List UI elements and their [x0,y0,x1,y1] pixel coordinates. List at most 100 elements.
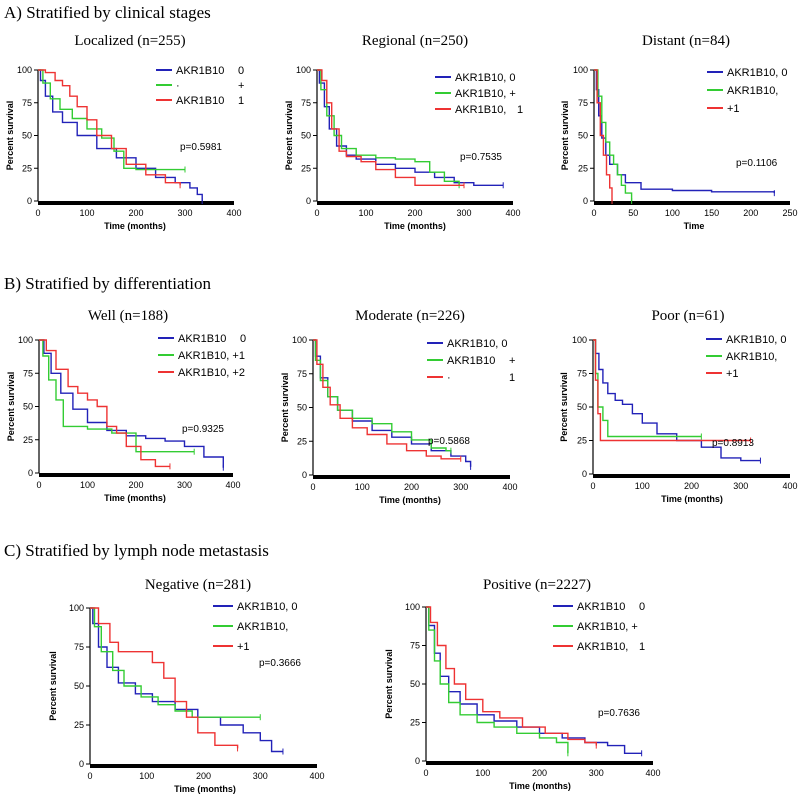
chart-title: Negative (n=281) [145,577,251,593]
p-value: p=0.7636 [598,708,640,719]
y-tick-label: 100 [405,602,420,612]
x-axis-label: Time (months) [174,784,236,794]
y-tick-label: 0 [583,196,588,206]
x-tick-label: 100 [80,480,95,490]
x-tick-label: 200 [128,208,143,218]
series-line-blue [593,339,761,462]
legend-label: AKR1B10, [726,351,777,363]
x-axis-label: Time (months) [379,495,441,505]
legend-label: · [447,372,451,384]
y-tick-label: 50 [22,131,32,141]
y-tick-label: 0 [306,196,311,206]
legend-tag: 0 [238,65,244,77]
series-line-blue [90,607,283,753]
y-tick-label: 0 [79,759,84,769]
y-tick-label: 75 [297,369,307,379]
y-tick-label: 100 [69,603,84,613]
y-axis-label: Percent survival [280,373,290,443]
chart-panel-moderate: Moderate (n=226) 0 25 50 75 100 0 100 200 300 400 T… [280,308,518,505]
x-axis-label: Time (months) [384,221,446,231]
y-tick-label: 50 [577,402,587,412]
x-tick-label: 300 [177,208,192,218]
legend-label: · [176,80,180,92]
series-line-red [90,607,239,749]
y-tick-label: 25 [301,163,311,173]
series-line-green [38,69,185,171]
y-tick-label: 100 [17,65,32,75]
series-line-red [317,69,464,186]
y-tick-label: 100 [18,335,33,345]
legend-label: AKR1B10 [176,65,224,77]
x-axis-bar [90,764,317,768]
legend-label: AKR1B10, [577,641,628,653]
chart-panel-localized: Localized (n=255) 0 25 50 75 100 0 100 200 300 400… [5,33,244,231]
x-tick-label: 0 [36,480,41,490]
y-tick-label: 0 [302,470,307,480]
p-value: p=0.1106 [736,158,778,169]
x-tick-label: 400 [309,771,324,781]
x-tick-label: 50 [628,208,638,218]
y-tick-label: 50 [578,131,588,141]
legend-label: +1 [726,368,739,380]
y-tick-label: 0 [28,468,33,478]
x-axis-label: Time (months) [509,781,571,791]
x-axis-bar [426,761,653,765]
section-b-heading: B) Stratified by differentiation [4,274,211,293]
series-line-red [426,606,597,746]
x-axis-bar [594,201,790,205]
series-line-green [39,339,195,453]
y-tick-label: 25 [410,718,420,728]
chart-panel-well: Well (n=188) 0 25 50 75 100 0 100 200 300 400 Time … [6,308,246,503]
x-tick-label: 0 [87,771,92,781]
series-line-red [313,339,461,460]
legend-label: AKR1B10, 0 [726,334,787,346]
p-value: p=0.5981 [180,142,222,153]
x-tick-label: 400 [645,768,660,778]
section-c-heading: C) Stratified by lymph node metastasis [4,541,269,560]
x-tick-label: 200 [404,482,419,492]
legend-tag: 0 [240,333,246,345]
y-tick-label: 75 [74,642,84,652]
y-tick-label: 75 [578,98,588,108]
x-tick-label: 200 [407,208,422,218]
x-tick-label: 0 [310,482,315,492]
x-tick-label: 300 [733,481,748,491]
y-axis-label: Percent survival [384,649,394,719]
x-tick-label: 300 [453,482,468,492]
legend-label: +1 [727,103,740,115]
y-tick-label: 50 [74,681,84,691]
series-line-red [593,339,751,442]
legend-label: AKR1B10 [178,333,226,345]
x-axis-bar [38,201,234,205]
legend-label: AKR1B10, + [455,88,516,100]
x-axis-label: Time [684,221,705,231]
legend-tag: 1 [238,95,244,107]
series-line-red [38,69,181,186]
y-tick-label: 25 [297,436,307,446]
x-axis-label: Time (months) [104,493,166,503]
x-tick-label: 0 [423,768,428,778]
legend-label: AKR1B10, [727,85,778,97]
legend-tag: + [509,355,515,367]
x-axis-label: Time (months) [661,494,723,504]
chart-panel-regional: Regional (n=250) 0 25 50 75 100 0 100 200 300 400 T… [284,33,523,231]
y-tick-label: 75 [410,641,420,651]
y-tick-label: 75 [577,369,587,379]
y-tick-label: 50 [297,403,307,413]
y-tick-label: 50 [410,679,420,689]
x-axis-bar [39,473,233,477]
x-tick-label: 100 [635,481,650,491]
y-tick-label: 100 [292,335,307,345]
series-line-red [39,339,170,468]
x-tick-label: 400 [226,208,241,218]
legend-label: AKR1B10, + [577,621,638,633]
y-tick-label: 100 [573,65,588,75]
y-axis-label: Percent survival [559,372,569,442]
x-tick-label: 300 [177,480,192,490]
x-axis-label: Time (months) [104,221,166,231]
x-tick-label: 0 [314,208,319,218]
p-value: p=0.3666 [259,658,301,669]
legend-tag: 1 [517,104,523,116]
series-line-blue [317,69,504,186]
y-tick-label: 50 [23,402,33,412]
